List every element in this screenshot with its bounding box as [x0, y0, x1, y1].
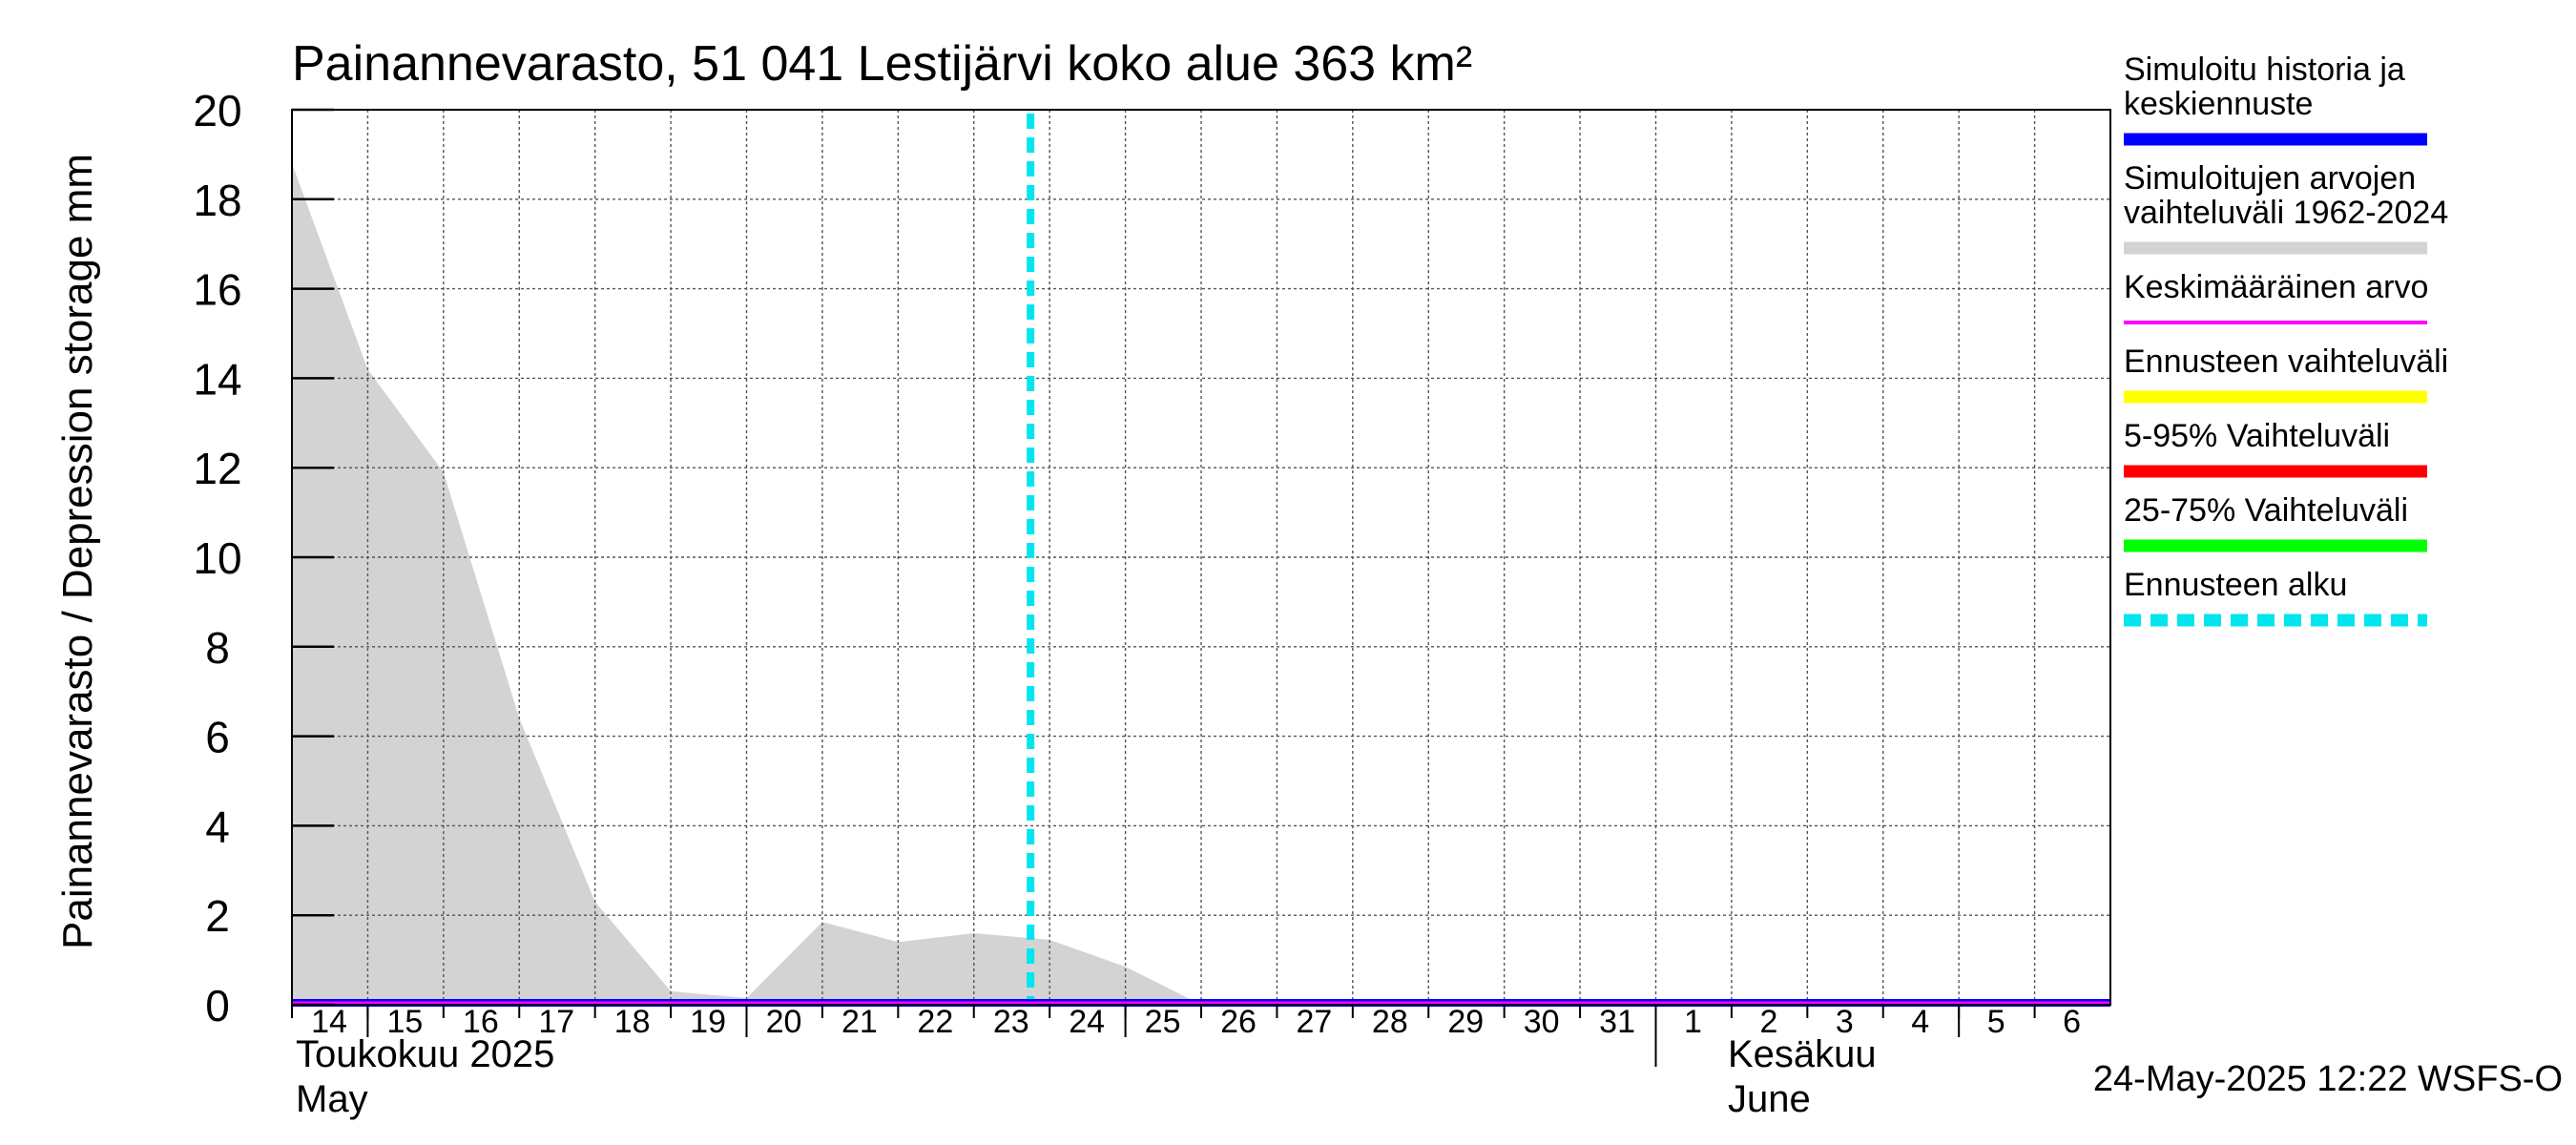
x-tick-label: 2 — [1759, 1004, 1777, 1040]
x-tick-label: 14 — [311, 1004, 347, 1040]
variation-band-area — [292, 163, 2110, 1006]
x-tick-label: 6 — [2063, 1004, 2081, 1040]
legend-label: Ennusteen vaihteluväli — [2124, 344, 2448, 380]
y-tick-label: 2 — [205, 891, 230, 941]
x-tick-label: 3 — [1836, 1004, 1854, 1040]
y-tick-label: 18 — [193, 176, 241, 225]
x-tick-label: 4 — [1911, 1004, 1929, 1040]
y-tick-label: 0 — [205, 981, 230, 1030]
x-tick-label: 24 — [1069, 1004, 1105, 1040]
legend-label: Simuloitu historia ja — [2124, 52, 2405, 88]
y-tick-label: 4 — [205, 802, 230, 851]
x-tick-label: 20 — [766, 1004, 802, 1040]
x-tick-label: 15 — [387, 1004, 424, 1040]
month-label-english: June — [1728, 1078, 1811, 1120]
grid-layer — [292, 110, 2110, 1005]
legend-label: Keskimääräinen arvo — [2124, 269, 2428, 305]
month-label-english: May — [296, 1078, 368, 1120]
y-tick-label: 6 — [205, 713, 230, 762]
x-tick-label: 22 — [917, 1004, 953, 1040]
y-axis-label: Painannevarasto / Depression storage mm — [54, 154, 101, 949]
x-tick-label: 26 — [1220, 1004, 1257, 1040]
legend-label: 5-95% Vaihteluväli — [2124, 418, 2390, 454]
x-axis-ticks: 14 15 16 17 18 19 20 21 22 23 24 25 26 27 28 29 30 31 1 2 3 4… — [291, 1004, 2081, 1067]
x-tick-label: 31 — [1599, 1004, 1635, 1040]
x-tick-label: 1 — [1684, 1004, 1702, 1040]
y-tick-label: 16 — [193, 265, 241, 315]
y-tick-label: 20 — [193, 86, 241, 135]
y-tick-label: 14 — [193, 354, 241, 404]
y-axis-ticks: 0 2 4 6 8 10 12 14 16 18 20 — [193, 86, 334, 1030]
y-tick-label: 12 — [193, 444, 241, 493]
x-tick-label: 16 — [463, 1004, 499, 1040]
x-tick-label: 18 — [614, 1004, 651, 1040]
x-tick-label: 17 — [538, 1004, 574, 1040]
legend-label: keskiennuste — [2124, 86, 2313, 122]
legend-label: Simuloitujen arvojen — [2124, 160, 2416, 197]
y-tick-label: 8 — [205, 623, 230, 673]
footer-timestamp: 24-May-2025 12:22 WSFS-O — [2093, 1059, 2563, 1099]
x-tick-label: 28 — [1372, 1004, 1408, 1040]
month-label: Toukokuu 2025 — [296, 1033, 554, 1075]
x-tick-label: 30 — [1524, 1004, 1560, 1040]
legend-label: 25-75% Vaihteluväli — [2124, 492, 2408, 529]
chart-title: Painannevarasto, 51 041 Lestijärvi koko … — [292, 36, 1472, 92]
x-tick-label: 5 — [1987, 1004, 2005, 1040]
legend-label: Ennusteen alku — [2124, 567, 2347, 603]
x-tick-label: 29 — [1447, 1004, 1484, 1040]
x-tick-label: 21 — [841, 1004, 878, 1040]
x-tick-label: 23 — [993, 1004, 1029, 1040]
x-tick-label: 27 — [1297, 1004, 1333, 1040]
month-label: Kesäkuu — [1728, 1033, 1877, 1075]
variation-band-layer — [292, 163, 2110, 1006]
legend-label: vaihteluväli 1962-2024 — [2124, 195, 2448, 231]
x-tick-label: 19 — [690, 1004, 726, 1040]
x-tick-label: 25 — [1145, 1004, 1181, 1040]
y-tick-label: 10 — [193, 533, 241, 583]
